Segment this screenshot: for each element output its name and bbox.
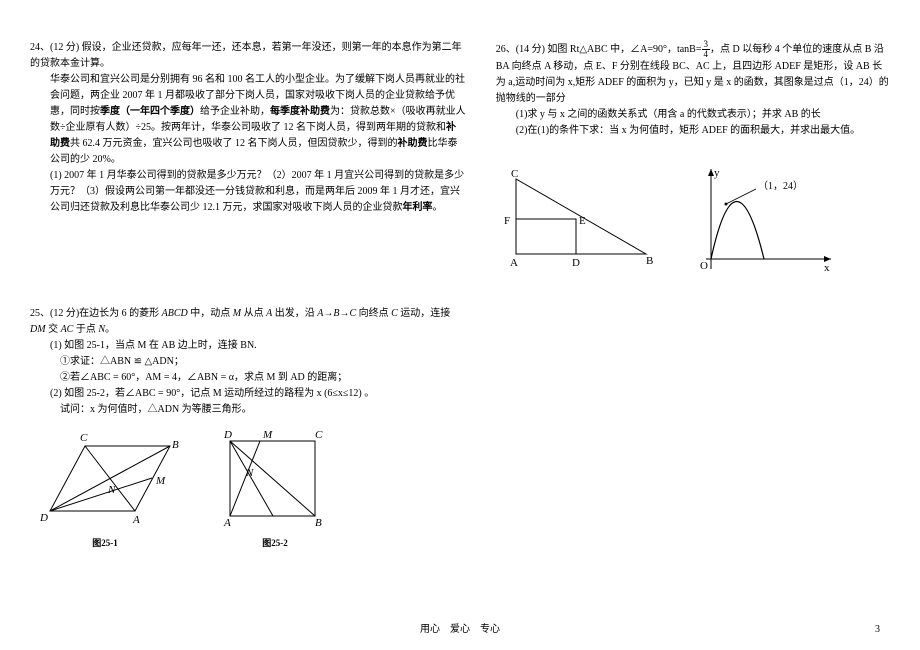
t: DM (30, 324, 46, 335)
t: A→B→C (317, 308, 356, 319)
label-D: D (39, 512, 48, 524)
figure-26-parabola: （1，24） y x O (686, 164, 836, 279)
label-A: A (132, 514, 140, 526)
p24-text: 共 62.4 万元资金，宜兴公司也吸收了 12 名下岗人员，但因贷款少，得到的 (70, 138, 398, 149)
label-B: B (172, 439, 179, 451)
t: C (391, 308, 398, 319)
frac-d: 4 (702, 50, 711, 59)
parabola-svg: （1，24） y x O (686, 164, 836, 279)
fig25-2-label: 图25-2 (210, 536, 340, 550)
p24-para1: 华泰公司和宜兴公司是分别拥有 96 名和 100 名工人的小型企业。为了缓解下岗… (30, 72, 466, 168)
p26-figures: C F E A D B (496, 164, 890, 279)
t: 。 (105, 324, 115, 335)
figure-25-2: D C M N A B 图25-2 (210, 426, 340, 550)
label-pt: （1，24） (758, 180, 803, 192)
t: 从点 (241, 308, 266, 319)
label-A: A (510, 257, 518, 269)
p25-q2a: 试问：x 为何值时，△ADN 为等腰三角形。 (30, 402, 466, 418)
spacer (30, 236, 466, 306)
p24-bold: 补助费 (398, 138, 428, 149)
p25-header: 25、(12 分)在边长为 6 的菱形 ABCD 中，动点 M 从点 A 出发，… (30, 306, 466, 338)
p26-q2: (2)在(1)的条件下求：当 x 为何值时，矩形 ADEF 的面积最大，并求出最… (496, 123, 890, 139)
p26-header: 26、(14 分) 如图 Rt△ABC 中，∠A=90°，tanB=34，点 D… (496, 40, 890, 107)
left-column: 24、(12 分) 假设，企业还贷款，应每年一还，还本息，若第一年没还，则第一年… (30, 40, 466, 600)
page-number: 3 (875, 624, 880, 635)
t: M (233, 308, 241, 319)
p24-header: 24、(12 分) 假设，企业还贷款，应每年一还，还本息，若第一年没还，则第一年… (30, 40, 466, 72)
t: 向终点 (356, 308, 391, 319)
t: 中，动点 (188, 308, 233, 319)
label-y: y (714, 167, 720, 179)
label-N: N (107, 484, 116, 496)
square-svg: D C M N A B (210, 426, 340, 536)
right-column: 26、(14 分) 如图 Rt△ABC 中，∠A=90°，tanB=34，点 D… (496, 40, 890, 600)
t: 交 (46, 324, 61, 335)
p25-figures: C B M N D A 图25-1 (30, 426, 466, 550)
t: 于点 (73, 324, 98, 335)
p24-bold: 季度（一年四个季度） (100, 106, 200, 117)
p24-q1: (1) 2007 年 1 月华泰公司得到的贷款是多少万元？（2）2007 年 1… (30, 168, 466, 216)
fig25-1-label: 图25-1 (30, 536, 180, 550)
label-M: M (262, 429, 273, 441)
label-x: x (824, 262, 830, 274)
label-D: D (572, 257, 580, 269)
label-C: C (511, 168, 518, 180)
label-E: E (579, 215, 586, 227)
p26-a: 26、(14 分) 如图 Rt△ABC 中，∠A=90°，tanB= (496, 44, 702, 55)
p25-q1: (1) 如图 25-1，当点 M 在 AB 边上时，连接 BN. (30, 338, 466, 354)
problem-26: 26、(14 分) 如图 Rt△ABC 中，∠A=90°，tanB=34，点 D… (496, 40, 890, 279)
triangle-svg: C F E A D B (496, 164, 656, 274)
figure-26-triangle: C F E A D B (496, 164, 656, 279)
t: 出发，沿 (272, 308, 317, 319)
label-N: N (245, 467, 254, 479)
label-B: B (646, 255, 653, 267)
label-M: M (155, 475, 166, 487)
p25-q2: (2) 如图 25-2，若∠ABC = 90°，记点 M 运动所经过的路程为 x… (30, 386, 466, 402)
t: N (98, 324, 105, 335)
p24-q1-bold: 年利率 (403, 202, 433, 213)
label-F: F (504, 215, 510, 227)
t: AC (61, 324, 74, 335)
p25-q1a: ①求证：△ABN ≌ △ADN； (30, 354, 466, 370)
problem-24: 24、(12 分) 假设，企业还贷款，应每年一还，还本息，若第一年没还，则第一年… (30, 40, 466, 216)
label-B: B (315, 517, 322, 529)
p24-bold: 每季度补助费 (270, 106, 330, 117)
figure-25-1: C B M N D A 图25-1 (30, 426, 180, 550)
label-D: D (223, 429, 232, 441)
label-A: A (223, 517, 231, 529)
p25-q1b: ②若∠ABC = 60°，AM = 4，∠ABN = α，求点 M 到 AD 的… (30, 370, 466, 386)
fraction-icon: 34 (702, 40, 711, 59)
t: 运动，连接 (398, 308, 451, 319)
footer-text: 用心 爱心 专心 (0, 620, 920, 635)
t: 25、(12 分)在边长为 6 的菱形 (30, 308, 162, 319)
label-O: O (700, 260, 708, 272)
rhombus-svg: C B M N D A (30, 426, 180, 536)
label-C: C (315, 429, 323, 441)
p26-q1: (1)求 y 与 x 之间的函数关系式（用含 a 的代数式表示）；并求 AB 的… (496, 107, 890, 123)
problem-25: 25、(12 分)在边长为 6 的菱形 ABCD 中，动点 M 从点 A 出发，… (30, 306, 466, 550)
label-C: C (80, 432, 88, 444)
t: ABCD (162, 308, 188, 319)
page-columns: 24、(12 分) 假设，企业还贷款，应每年一还，还本息，若第一年没还，则第一年… (30, 40, 890, 600)
p24-text: 给予企业补助， (200, 106, 270, 117)
p24-q1-end: 。 (433, 202, 443, 213)
